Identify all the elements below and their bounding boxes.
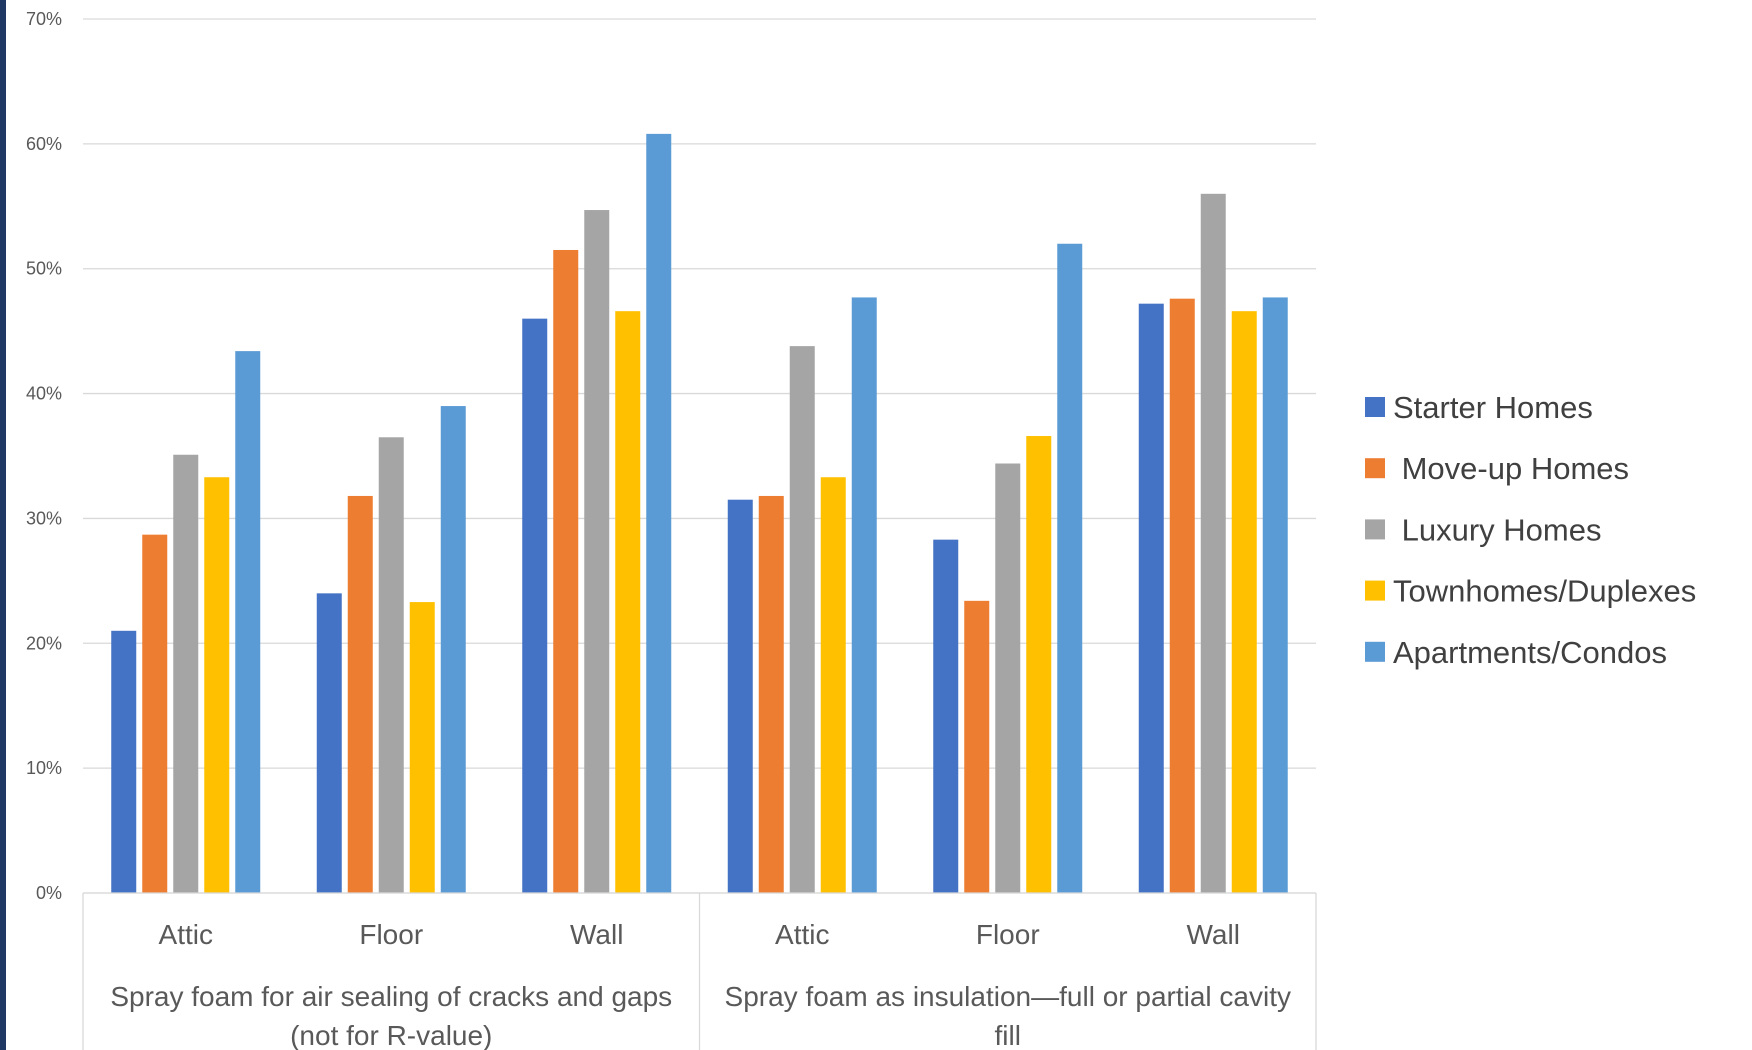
bar	[409, 602, 435, 893]
left-edge-border	[0, 0, 6, 1050]
bar	[111, 630, 137, 893]
y-tick-label: 0%	[36, 883, 62, 903]
group-label: fill	[995, 1020, 1021, 1050]
bar	[553, 249, 579, 893]
bar	[1138, 303, 1164, 893]
y-tick-label: 40%	[26, 384, 62, 404]
bar	[378, 437, 404, 893]
bar	[727, 499, 753, 893]
legend-label: Starter Homes	[1393, 390, 1593, 425]
bar	[995, 463, 1021, 893]
bar	[173, 454, 199, 893]
legend-swatch	[1365, 458, 1385, 479]
bar	[1026, 436, 1052, 893]
legend-swatch	[1365, 397, 1385, 417]
legend-label: Apartments/Condos	[1393, 635, 1667, 670]
category-label: Attic	[775, 919, 829, 950]
bar	[316, 593, 342, 893]
bar	[584, 210, 610, 893]
category-label: Floor	[359, 919, 423, 950]
bar	[440, 406, 466, 893]
legend-label: Move-up Homes	[1393, 451, 1629, 486]
legend-swatch	[1365, 519, 1385, 540]
category-label: Wall	[570, 919, 623, 950]
bar	[522, 318, 548, 894]
legend-label: Townhomes/Duplexes	[1393, 574, 1696, 609]
y-tick-label: 20%	[26, 633, 62, 653]
legend-swatch	[1365, 641, 1385, 662]
bar	[1057, 243, 1083, 893]
bar	[615, 311, 641, 893]
legend-label: Luxury Homes	[1393, 512, 1601, 547]
group-label: (not for R-value)	[290, 1020, 492, 1050]
group-label: Spray foam for air sealing of cracks and…	[110, 981, 672, 1012]
group-label: Spray foam as insulation—full or partial…	[725, 981, 1291, 1012]
bar	[347, 495, 373, 893]
y-tick-label: 60%	[26, 134, 62, 154]
bar	[235, 351, 261, 893]
bar	[758, 495, 784, 893]
legend: Starter Homes Move-up Homes Luxury Homes…	[1365, 390, 1696, 670]
category-label: Attic	[159, 919, 213, 950]
y-tick-label: 30%	[26, 508, 62, 528]
bar	[204, 477, 230, 893]
y-tick-label: 50%	[26, 259, 62, 279]
bar	[820, 477, 846, 893]
bars	[111, 133, 1288, 894]
legend-swatch	[1365, 580, 1385, 601]
gridlines	[83, 18, 1316, 894]
bar	[142, 534, 168, 893]
y-tick-label: 70%	[26, 9, 62, 29]
bar	[933, 539, 959, 893]
x-axis: Attic Floor Wall Attic Floor Wall Spray foam f…	[82, 892, 1317, 1050]
bar	[1231, 311, 1257, 893]
bar	[1169, 298, 1195, 893]
category-label: Floor	[976, 919, 1040, 950]
bar	[1200, 193, 1226, 894]
bar	[1262, 297, 1288, 894]
bar	[789, 346, 815, 893]
y-axis: 0% 10% 20% 30% 40% 50% 60% 70%	[26, 9, 62, 903]
y-tick-label: 10%	[26, 758, 62, 778]
bar	[964, 600, 990, 893]
bar	[646, 133, 672, 893]
category-label: Wall	[1187, 919, 1240, 950]
bar	[851, 297, 877, 894]
